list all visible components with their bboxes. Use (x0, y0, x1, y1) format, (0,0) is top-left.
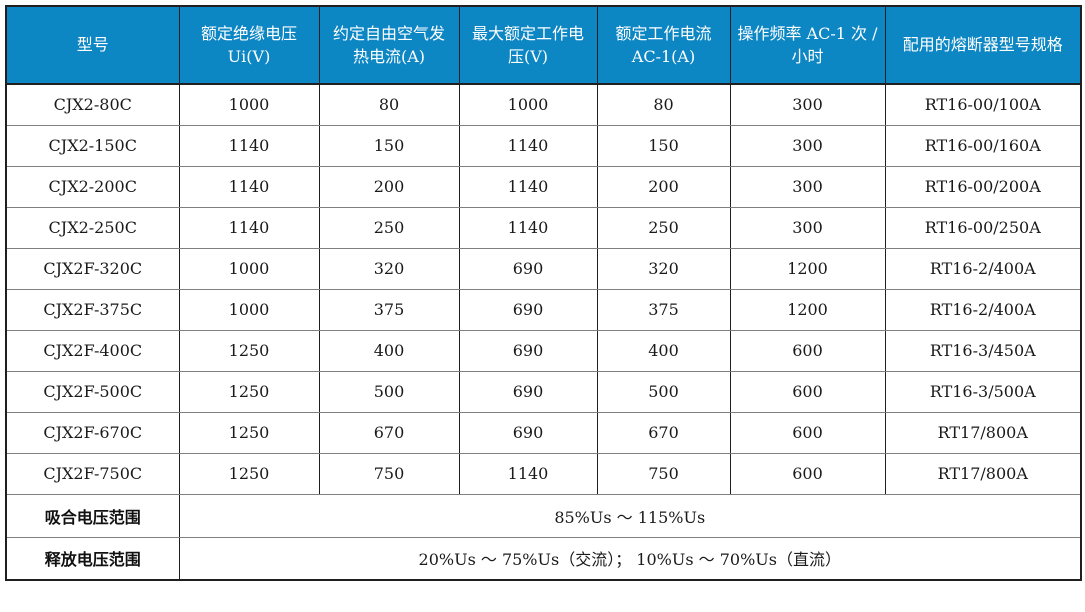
value-cell: 600 (729, 370, 886, 413)
value-cell: 690 (458, 288, 598, 331)
value-cell: RT17/800A (884, 452, 1082, 495)
model-cell: CJX2F-375C (5, 288, 180, 331)
value-cell: 1140 (178, 124, 320, 167)
value-cell: 400 (318, 329, 460, 372)
value-cell: 600 (729, 329, 886, 372)
column-header: 额定绝缘电压 Ui(V) (178, 5, 320, 85)
table-row: CJX2F-400C 1250 400 690 400 600 RT16-3/450A (5, 329, 1082, 372)
value-cell: RT16-00/200A (884, 165, 1082, 208)
value-cell: 690 (458, 370, 598, 413)
table-row: CJX2-250C 1140 250 1140 250 300 RT16-00/250A (5, 206, 1082, 249)
value-cell: 1000 (178, 247, 320, 290)
table-header: 型号 额定绝缘电压 Ui(V) 约定自由空气发热电流(A) 最大额定工作电压(V) 额定… (5, 5, 1082, 85)
value-cell: 1140 (458, 124, 598, 167)
table-row: CJX2F-750C 1250 750 1140 750 600 RT17/800A (5, 452, 1082, 495)
value-cell: 1250 (178, 452, 320, 495)
value-cell: 500 (596, 370, 731, 413)
column-header: 额定工作电流 AC-1(A) (596, 5, 731, 85)
value-cell: 690 (458, 247, 598, 290)
value-cell: 150 (318, 124, 460, 167)
model-cell: CJX2-250C (5, 206, 180, 249)
value-cell: 670 (318, 411, 460, 454)
value-cell: 150 (596, 124, 731, 167)
value-cell: RT16-2/400A (884, 247, 1082, 290)
table-row: CJX2F-670C 1250 670 690 670 600 RT17/800A (5, 411, 1082, 454)
value-cell: 1140 (458, 206, 598, 249)
footer-value-cell: 85%Us ～ 115%Us (178, 493, 1082, 538)
value-cell: 400 (596, 329, 731, 372)
model-cell: CJX2F-400C (5, 329, 180, 372)
footer-row: 吸合电压范围 85%Us ～ 115%Us (5, 493, 1082, 538)
table-row: CJX2F-375C 1000 375 690 375 1200 RT16-2/400A (5, 288, 1082, 331)
value-cell: 1250 (178, 329, 320, 372)
table-row: CJX2-200C 1140 200 1140 200 300 RT16-00/200A (5, 165, 1082, 208)
value-cell: 600 (729, 411, 886, 454)
footer-value-cell: 20%Us ～ 75%Us（交流）； 10%Us ～ 70%Us（直流） (178, 536, 1082, 581)
value-cell: 300 (729, 165, 886, 208)
table-row: CJX2-150C 1140 150 1140 150 300 RT16-00/160A (5, 124, 1082, 167)
value-cell: 1250 (178, 370, 320, 413)
value-cell: RT16-3/500A (884, 370, 1082, 413)
model-cell: CJX2F-320C (5, 247, 180, 290)
table-row: CJX2F-500C 1250 500 690 500 600 RT16-3/500A (5, 370, 1082, 413)
value-cell: RT16-00/250A (884, 206, 1082, 249)
value-cell: 200 (596, 165, 731, 208)
model-cell: CJX2F-670C (5, 411, 180, 454)
value-cell: 320 (318, 247, 460, 290)
column-header: 配用的熔断器型号规格 (884, 5, 1082, 85)
value-cell: RT16-2/400A (884, 288, 1082, 331)
value-cell: 1200 (729, 288, 886, 331)
column-header: 操作频率 AC-1 次 / 小时 (729, 5, 886, 85)
contactor-spec-table: 型号 额定绝缘电压 Ui(V) 约定自由空气发热电流(A) 最大额定工作电压(V) 额定… (5, 5, 1082, 581)
value-cell: 750 (318, 452, 460, 495)
model-cell: CJX2F-750C (5, 452, 180, 495)
table-body: CJX2-80C 1000 80 1000 80 300 RT16-00/100A CJX2-… (5, 83, 1082, 581)
value-cell: 750 (596, 452, 731, 495)
value-cell: RT16-3/450A (884, 329, 1082, 372)
footer-label-cell: 吸合电压范围 (5, 493, 180, 538)
value-cell: 250 (596, 206, 731, 249)
value-cell: 375 (596, 288, 731, 331)
model-cell: CJX2F-500C (5, 370, 180, 413)
table-row: CJX2F-320C 1000 320 690 320 1200 RT16-2/400A (5, 247, 1082, 290)
value-cell: 600 (729, 452, 886, 495)
value-cell: 1000 (458, 83, 598, 126)
value-cell: 300 (729, 206, 886, 249)
footer-row: 释放电压范围 20%Us ～ 75%Us（交流）； 10%Us ～ 70%Us（直… (5, 536, 1082, 581)
value-cell: 500 (318, 370, 460, 413)
value-cell: 690 (458, 411, 598, 454)
value-cell: 1200 (729, 247, 886, 290)
model-cell: CJX2-150C (5, 124, 180, 167)
model-cell: CJX2-200C (5, 165, 180, 208)
value-cell: 1250 (178, 411, 320, 454)
value-cell: 300 (729, 83, 886, 126)
footer-label-cell: 释放电压范围 (5, 536, 180, 581)
value-cell: 80 (318, 83, 460, 126)
column-header: 最大额定工作电压(V) (458, 5, 598, 85)
value-cell: RT16-00/100A (884, 83, 1082, 126)
table-row: CJX2-80C 1000 80 1000 80 300 RT16-00/100A (5, 83, 1082, 126)
value-cell: 80 (596, 83, 731, 126)
value-cell: 300 (729, 124, 886, 167)
value-cell: 320 (596, 247, 731, 290)
value-cell: 1140 (178, 165, 320, 208)
value-cell: RT16-00/160A (884, 124, 1082, 167)
value-cell: 1140 (458, 165, 598, 208)
value-cell: 690 (458, 329, 598, 372)
value-cell: 250 (318, 206, 460, 249)
value-cell: 670 (596, 411, 731, 454)
column-header: 约定自由空气发热电流(A) (318, 5, 460, 85)
value-cell: 375 (318, 288, 460, 331)
value-cell: 200 (318, 165, 460, 208)
value-cell: 1140 (178, 206, 320, 249)
value-cell: RT17/800A (884, 411, 1082, 454)
header-row: 型号 额定绝缘电压 Ui(V) 约定自由空气发热电流(A) 最大额定工作电压(V) 额定… (5, 5, 1082, 85)
value-cell: 1140 (458, 452, 598, 495)
column-header: 型号 (5, 5, 180, 85)
value-cell: 1000 (178, 288, 320, 331)
value-cell: 1000 (178, 83, 320, 126)
model-cell: CJX2-80C (5, 83, 180, 126)
